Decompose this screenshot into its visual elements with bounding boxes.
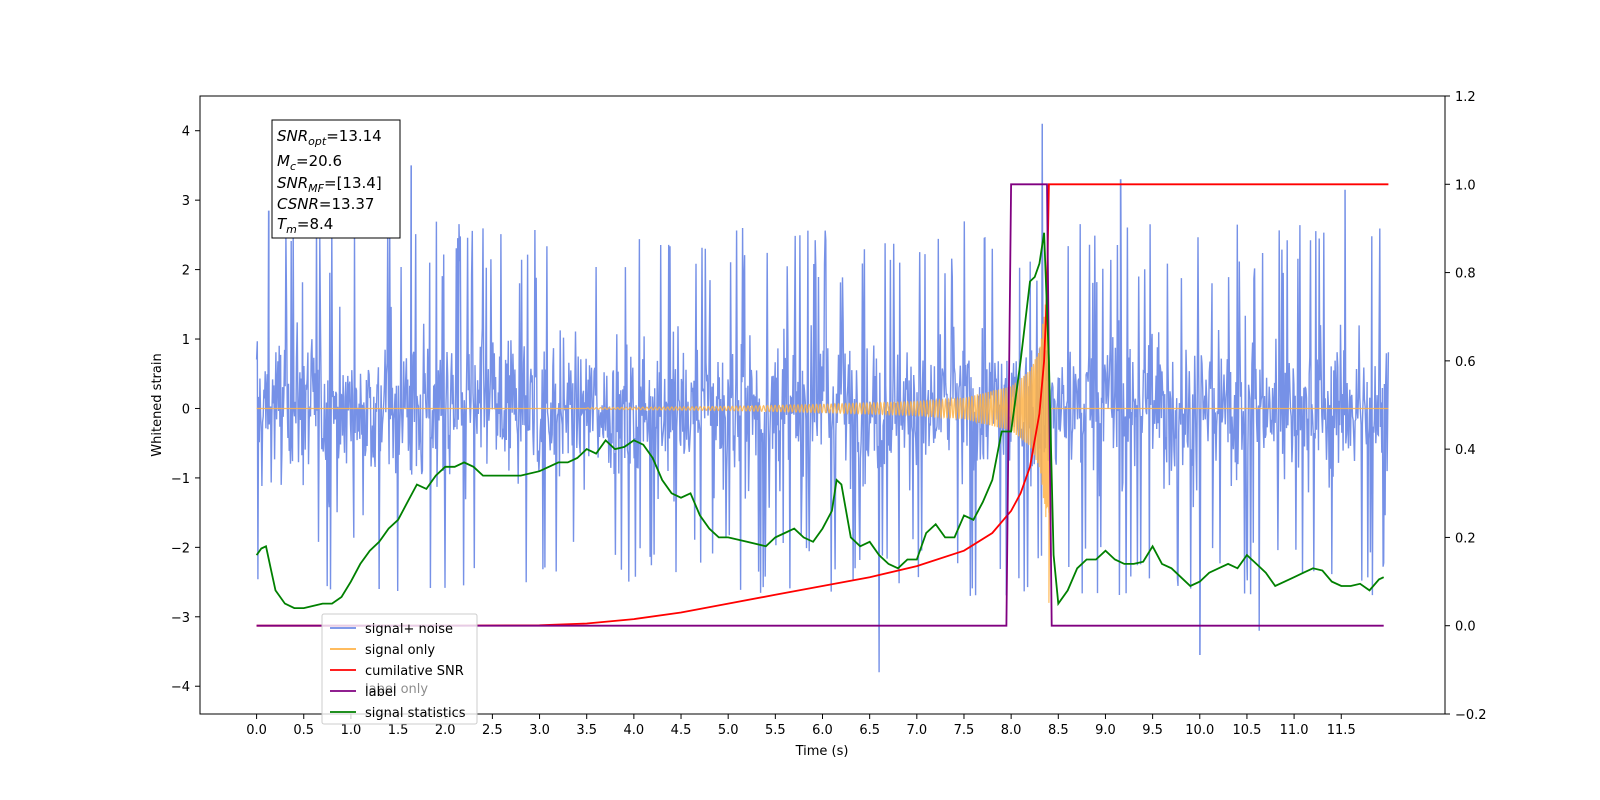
annotation-snr-mf: SNRMF=[13.4] <box>277 174 382 195</box>
y-tick-label: 0 <box>182 402 190 417</box>
y-axis-label: Whitened strain <box>150 353 165 456</box>
signal-only-series <box>256 290 1389 603</box>
y-axis-left: 4 3 2 1 0 −1 −2 −3 −4 <box>171 125 200 695</box>
x-tick-label: 6.0 <box>812 723 833 738</box>
y2-tick-label: 0.8 <box>1455 267 1476 282</box>
annotation-mc: Mc=20.6 <box>277 152 342 173</box>
y-tick-label: −3 <box>171 611 190 626</box>
x-tick-label: 8.5 <box>1048 723 1069 738</box>
y2-tick-label: 1.2 <box>1455 90 1476 105</box>
x-tick-label: 3.5 <box>576 723 597 738</box>
x-axis-label: Time (s) <box>795 744 849 759</box>
metrics-annotation-box: SNRopt=13.14 Mc=20.6 SNRMF=[13.4] CSNR=1… <box>271 119 401 239</box>
legend-label: signal+ noise <box>365 622 453 637</box>
y-tick-label: −1 <box>171 472 190 487</box>
legend-items: signal+ noise signal only cumilative SNR la… <box>330 622 466 721</box>
x-tick-label: 2.5 <box>482 723 503 738</box>
label-line <box>256 183 1384 627</box>
legend-label: signal statistics <box>365 706 466 721</box>
x-tick-label: 5.5 <box>765 723 786 738</box>
cumulative-snr-line <box>256 183 1389 627</box>
y-axis-right: 1.2 1.0 0.8 0.6 0.4 0.2 0.0 −0.2 <box>1445 90 1487 723</box>
legend-label: label <box>365 685 396 700</box>
x-tick-label: 10.0 <box>1185 723 1214 738</box>
x-tick-label: 10.5 <box>1232 723 1261 738</box>
x-tick-label: 9.0 <box>1095 723 1116 738</box>
y2-tick-label: 0.6 <box>1455 355 1476 370</box>
x-tick-label: 8.0 <box>1001 723 1022 738</box>
x-tick-label: 9.5 <box>1142 723 1163 738</box>
y-tick-label: −4 <box>171 680 190 695</box>
x-tick-label: 7.0 <box>906 723 927 738</box>
x-tick-label: 3.0 <box>529 723 550 738</box>
legend: label only signal+ noise signal only cumil… <box>321 613 478 725</box>
y2-tick-label: 0.0 <box>1455 620 1476 635</box>
x-tick-label: 11.5 <box>1327 723 1356 738</box>
annotation-tm: Tm=8.4 <box>277 215 333 236</box>
legend-frame <box>321 613 478 725</box>
x-tick-label: 0.5 <box>293 723 314 738</box>
x-tick-label: 4.0 <box>624 723 645 738</box>
x-tick-label: 11.0 <box>1280 723 1309 738</box>
annotation-frame <box>271 119 401 239</box>
x-tick-label: 6.5 <box>859 723 880 738</box>
annotation-csnr: CSNR=13.37 <box>277 195 374 213</box>
x-tick-label: 4.5 <box>671 723 692 738</box>
legend-label: cumilative SNR <box>365 664 464 679</box>
signal-statistics-line <box>255 232 1385 609</box>
y2-tick-label: 1.0 <box>1455 178 1476 193</box>
y-tick-label: 1 <box>182 333 190 348</box>
x-tick-label: 0.0 <box>246 723 267 738</box>
signal-noise-series <box>255 123 1390 673</box>
signal-noise-line <box>255 123 1390 673</box>
legend-label: signal only <box>365 643 435 658</box>
y-tick-label: 4 <box>182 125 190 140</box>
y-tick-label: 2 <box>182 264 190 279</box>
x-tick-label: 2.0 <box>435 723 456 738</box>
x-axis: 0.0 0.5 1.0 1.5 2.0 2.5 3.0 3.5 4.0 4.5 5.0 5.5 6.0 6… <box>246 714 1356 738</box>
annotation-snr-opt: SNRopt=13.14 <box>277 127 382 148</box>
x-tick-label: 1.5 <box>388 723 409 738</box>
x-tick-label: 1.0 <box>341 723 362 738</box>
y2-tick-label: 0.2 <box>1455 531 1476 546</box>
y-tick-label: 3 <box>182 194 190 209</box>
x-tick-label: 7.5 <box>954 723 975 738</box>
legend-hidden-text: label only <box>365 682 428 697</box>
x-tick-label: 5.0 <box>718 723 739 738</box>
y2-tick-label: −0.2 <box>1455 708 1487 723</box>
y2-tick-label: 0.4 <box>1455 443 1476 458</box>
y-tick-label: −2 <box>171 541 190 556</box>
signal-only-line <box>256 290 1389 603</box>
